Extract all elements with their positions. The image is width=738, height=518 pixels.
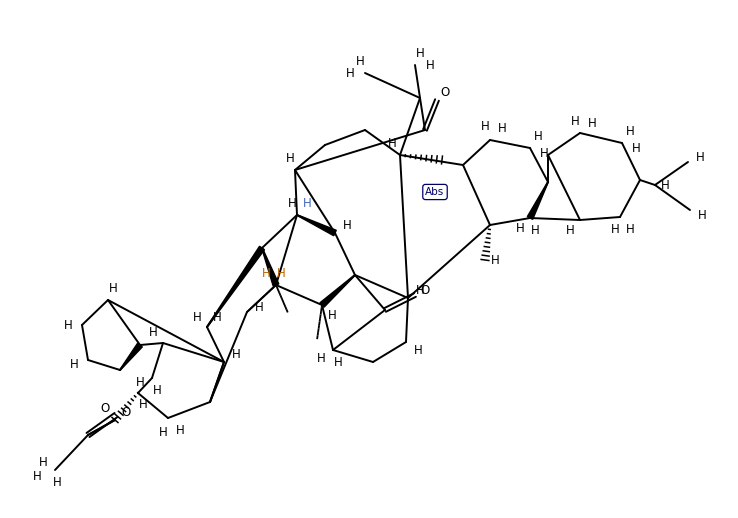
- Text: H: H: [334, 355, 342, 368]
- Text: H: H: [136, 377, 145, 390]
- Text: O: O: [441, 85, 449, 98]
- Text: H: H: [345, 66, 354, 79]
- Text: H: H: [232, 348, 241, 361]
- Text: H: H: [286, 151, 294, 165]
- Text: H: H: [255, 300, 263, 313]
- Text: H: H: [153, 383, 162, 396]
- Text: H: H: [317, 352, 325, 365]
- Polygon shape: [262, 248, 279, 286]
- Text: H: H: [632, 141, 641, 154]
- Text: H: H: [139, 398, 148, 411]
- Text: H: H: [303, 196, 311, 209]
- Polygon shape: [120, 343, 142, 370]
- Text: H: H: [626, 124, 635, 137]
- Text: H: H: [288, 196, 297, 209]
- Polygon shape: [297, 215, 337, 236]
- Text: H: H: [176, 424, 184, 437]
- Text: H: H: [148, 326, 157, 339]
- Text: H: H: [661, 179, 669, 192]
- Text: H: H: [69, 358, 78, 371]
- Text: H: H: [697, 209, 706, 222]
- Text: H: H: [63, 319, 72, 332]
- Polygon shape: [528, 182, 548, 219]
- Text: H: H: [696, 151, 704, 164]
- Text: H: H: [277, 266, 286, 280]
- Text: H: H: [610, 223, 619, 236]
- Text: H: H: [491, 253, 500, 266]
- Text: Abs: Abs: [425, 187, 444, 197]
- Text: H: H: [565, 223, 574, 237]
- Text: H: H: [159, 425, 168, 439]
- Polygon shape: [320, 275, 355, 307]
- Text: H: H: [356, 54, 365, 67]
- Text: H: H: [570, 114, 579, 127]
- Text: H: H: [426, 59, 435, 71]
- Text: H: H: [626, 223, 635, 236]
- Text: O: O: [421, 283, 430, 296]
- Text: H: H: [497, 122, 506, 135]
- Text: H: H: [413, 343, 422, 356]
- Text: H: H: [38, 455, 47, 468]
- Text: H: H: [480, 120, 489, 133]
- Text: H: H: [213, 310, 221, 324]
- Text: H: H: [52, 476, 61, 488]
- Text: H: H: [193, 310, 201, 324]
- Text: O: O: [121, 407, 131, 420]
- Text: H: H: [415, 283, 424, 296]
- Text: O: O: [100, 401, 110, 414]
- Text: H: H: [328, 309, 337, 322]
- Text: H: H: [587, 117, 596, 130]
- Polygon shape: [207, 246, 264, 327]
- Text: H: H: [534, 130, 542, 142]
- Text: H: H: [531, 223, 539, 237]
- Text: H: H: [342, 219, 351, 232]
- Text: H: H: [32, 469, 41, 482]
- Text: H: H: [516, 222, 525, 235]
- Text: H: H: [108, 281, 117, 295]
- Text: H: H: [539, 147, 548, 160]
- Text: H: H: [262, 266, 270, 280]
- Text: H: H: [415, 47, 424, 60]
- Text: H: H: [387, 137, 396, 150]
